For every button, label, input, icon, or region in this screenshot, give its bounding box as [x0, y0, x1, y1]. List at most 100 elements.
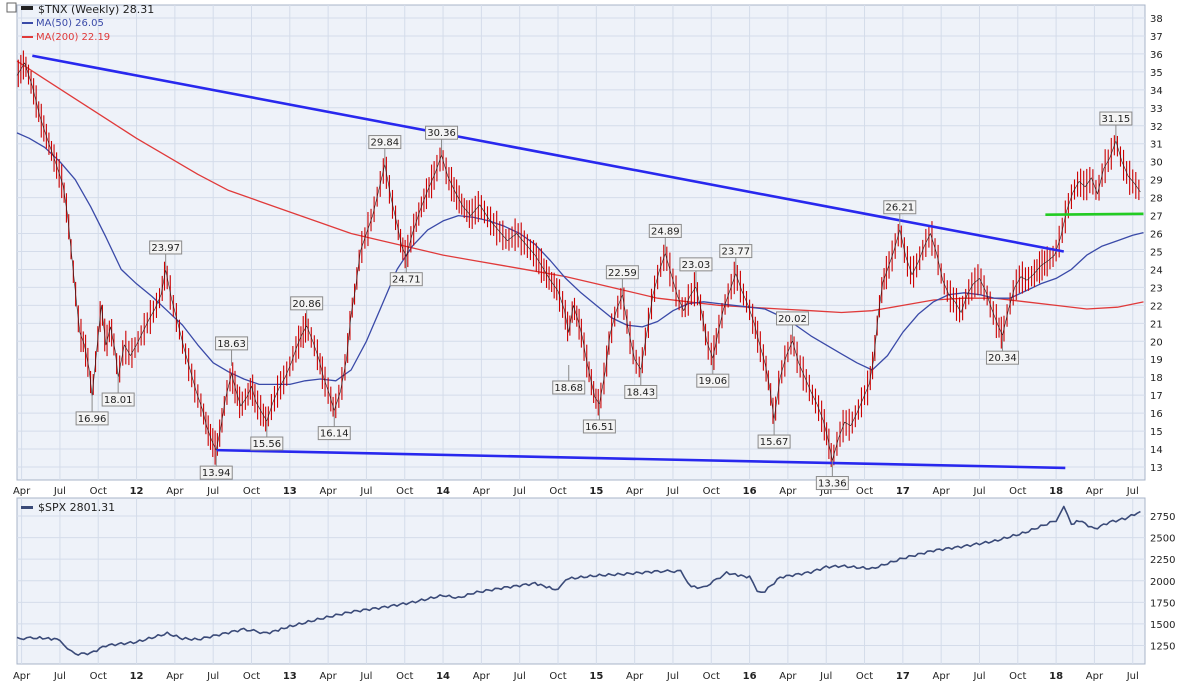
price-label-23-77: 23.77 — [719, 244, 753, 274]
tnx-x-tick-label: Jul — [819, 486, 832, 497]
price-label-box — [250, 436, 284, 451]
price-label-29-84: 29.84 — [368, 135, 402, 165]
trendline-lower — [216, 448, 1066, 470]
price-label-24-89: 24.89 — [648, 223, 682, 254]
spx-x-tick-label: 13 — [283, 671, 297, 682]
price-label-box — [815, 476, 849, 491]
tnx-y-tick-label: 31 — [1150, 140, 1163, 151]
spx-x-tick-label: Oct — [856, 671, 873, 682]
price-label-text: 30.36 — [427, 128, 456, 139]
price-label-text: 16.51 — [585, 422, 614, 433]
price-label-23-97: 23.97 — [149, 240, 183, 270]
price-label-text: 13.36 — [818, 479, 847, 490]
tnx-x-axis: Apr Jul Oct 12 Apr Jul Oct 13 Apr Jul Oct 14 Apr Jul O… — [13, 486, 1139, 497]
tnx-x-tick-label: Jul — [972, 486, 985, 497]
price-label-13-36: 13.36 — [815, 460, 849, 491]
tnx-x-tick-label: 17 — [896, 486, 910, 497]
tnx-y-axis: 13 14 15 16 17 18 19 20 21 22 23 24 25 26 27 28 29 30 31 32… — [1150, 14, 1163, 474]
price-label-18-63: 18.63 — [215, 336, 249, 366]
tnx-x-tick-label: Apr — [473, 486, 491, 497]
price-label-box — [425, 125, 459, 140]
price-label-text: 19.06 — [698, 376, 727, 387]
spx-y-tick-label: 2500 — [1150, 534, 1175, 545]
tnx-x-tick-label: Jul — [513, 486, 526, 497]
price-label-text: 23.77 — [721, 247, 750, 258]
price-label-text: 26.21 — [885, 203, 914, 214]
price-label-text: 15.67 — [760, 437, 789, 448]
price-label-box — [605, 265, 639, 280]
price-label-text: 23.97 — [151, 243, 180, 254]
spx-x-tick-label: 18 — [1049, 671, 1063, 682]
price-label-text: 13.94 — [202, 468, 231, 479]
tnx-x-tick-label: Oct — [549, 486, 566, 497]
spx-x-tick-label: Apr — [473, 671, 491, 682]
price-label-text: 20.02 — [778, 314, 807, 325]
tnx-y-tick-label: 29 — [1150, 176, 1163, 187]
tnx-x-tick-label: Oct — [90, 486, 107, 497]
price-label-text: 16.96 — [78, 414, 107, 425]
price-label-text: 24.89 — [651, 226, 680, 237]
spx-x-axis: Apr Jul Oct 12 Apr Jul Oct 13 Apr Jul Oct 14 Apr Jul O… — [13, 671, 1139, 682]
price-label-box — [679, 257, 713, 272]
tnx-series — [16, 50, 1144, 467]
price-label-box — [368, 135, 402, 150]
price-label-box — [883, 200, 917, 215]
spx-x-tick-label: Jul — [359, 671, 372, 682]
tnx-y-tick-label: 14 — [1150, 445, 1163, 456]
tnx-price-line — [16, 62, 1141, 461]
spx-x-tick-label: 16 — [743, 671, 757, 682]
spx-x-tick-label: Oct — [549, 671, 566, 682]
price-label-box — [101, 392, 135, 407]
price-label-24-71: 24.71 — [389, 256, 423, 287]
price-label-text: 20.34 — [988, 353, 1017, 364]
price-label-box — [648, 223, 682, 238]
price-label-20-02: 20.02 — [776, 311, 809, 341]
tnx-x-tick-label: Apr — [626, 486, 644, 497]
spx-x-tick-label: Oct — [703, 671, 720, 682]
tnx-y-tick-label: 18 — [1150, 373, 1163, 384]
spx-x-tick-label: Jul — [972, 671, 985, 682]
spx-legend: $SPX 2801.31 — [21, 501, 115, 514]
price-label-box — [719, 244, 753, 259]
tnx-y-tick-label: 23 — [1150, 283, 1163, 294]
spx-x-tick-label: 17 — [896, 671, 910, 682]
tnx-y-tick-label: 17 — [1150, 391, 1163, 402]
tnx-y-tick-label: 20 — [1150, 337, 1163, 348]
price-label-20-34: 20.34 — [985, 335, 1019, 365]
price-label-16-51: 16.51 — [582, 403, 616, 434]
price-label-15-56: 15.56 — [250, 421, 284, 451]
price-label-18-68: 18.68 — [552, 364, 586, 395]
tnx-y-tick-label: 25 — [1150, 247, 1163, 258]
legend-checkbox-icon — [6, 2, 17, 13]
tnx-x-tick-label: Jul — [359, 486, 372, 497]
trendline-support — [1045, 212, 1144, 216]
price-label-text: 18.63 — [217, 339, 246, 350]
spx-line — [16, 505, 1141, 656]
spx-y-tick-label: 1250 — [1150, 642, 1175, 653]
spx-x-tick-label: Apr — [13, 671, 31, 682]
price-label-box — [75, 411, 109, 426]
price-label-box — [317, 426, 351, 441]
tnx-x-tick-label: Apr — [779, 486, 797, 497]
tnx-title: $TNX (Weekly) 28.31 — [38, 3, 154, 16]
tnx-x-tick-label: 13 — [283, 486, 297, 497]
tnx-trendlines — [32, 54, 1144, 470]
tnx-x-tick-label: Apr — [933, 486, 951, 497]
tnx-x-tick-label: Oct — [1009, 486, 1026, 497]
tnx-y-tick-label: 13 — [1150, 463, 1163, 474]
spx-x-tick-label: Apr — [166, 671, 184, 682]
tnx-y-tick-label: 36 — [1150, 50, 1163, 61]
tnx-y-tick-label: 21 — [1150, 319, 1163, 330]
spx-x-tick-label: 14 — [436, 671, 450, 682]
tnx-legend: $TNX (Weekly) 28.31 MA(50) 26.05 MA(200)… — [6, 2, 154, 43]
spx-gridlines — [17, 498, 1145, 664]
spx-x-tick-label: Oct — [1009, 671, 1026, 682]
price-label-box — [389, 272, 423, 287]
price-label-30-36: 30.36 — [425, 125, 459, 156]
price-label-box — [215, 336, 249, 351]
tnx-y-tick-label: 24 — [1150, 265, 1163, 276]
legend-swatch-spx — [21, 506, 33, 509]
tnx-y-tick-label: 32 — [1150, 122, 1163, 133]
price-label-box — [776, 311, 809, 326]
